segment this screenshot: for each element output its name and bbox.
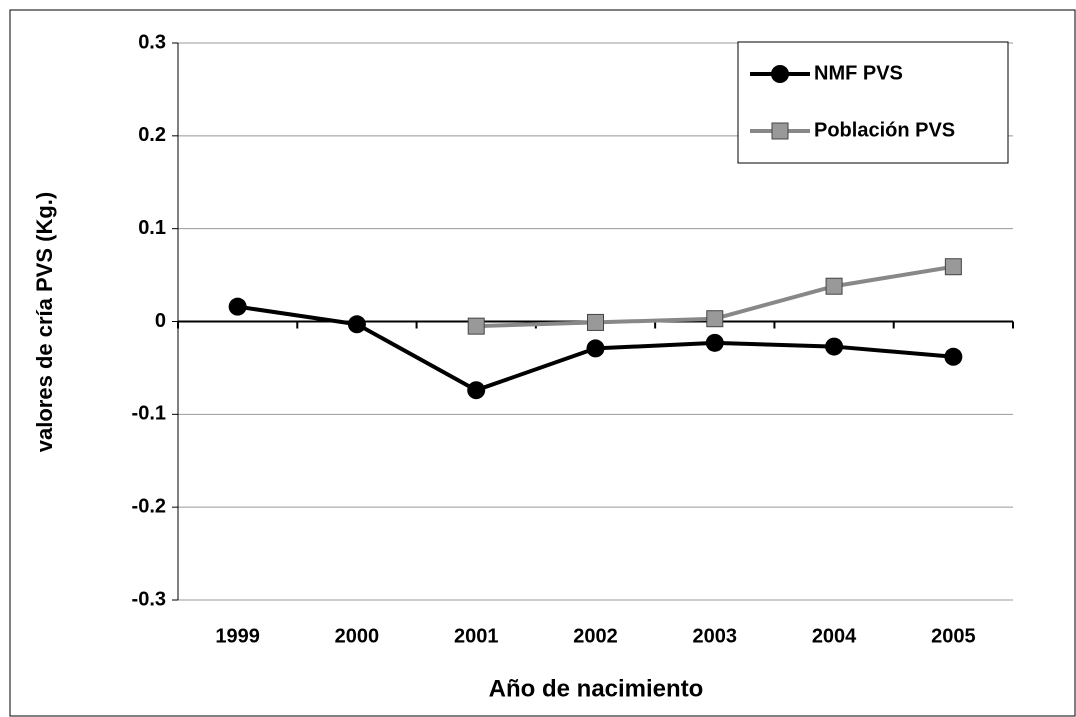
- y-tick-label: 0.3: [138, 31, 166, 53]
- data-point: [705, 333, 724, 352]
- x-tick-label: 2005: [931, 625, 976, 647]
- legend-marker: [771, 122, 789, 140]
- x-tick-label: 2004: [812, 625, 857, 647]
- y-tick-label: 0: [155, 310, 166, 332]
- x-tick-label: 2000: [335, 625, 380, 647]
- y-tick-label: -0.3: [132, 588, 166, 610]
- x-tick-label: 1999: [215, 625, 260, 647]
- data-point: [825, 277, 843, 295]
- y-tick-label: -0.2: [132, 495, 166, 517]
- data-point: [228, 297, 247, 316]
- data-point: [944, 258, 962, 276]
- data-point: [586, 339, 605, 358]
- y-tick-label: 0.1: [138, 217, 166, 239]
- data-point: [467, 317, 485, 335]
- y-axis-title: valores de cría PVS (Kg.): [32, 192, 57, 452]
- x-tick-label: 2001: [454, 625, 499, 647]
- data-point: [347, 315, 366, 334]
- data-point: [825, 337, 844, 356]
- x-tick-label: 2003: [693, 625, 738, 647]
- legend-label: NMF PVS: [814, 62, 903, 84]
- x-tick-label: 2002: [573, 625, 618, 647]
- x-axis-title: Año de nacimiento: [489, 675, 704, 702]
- data-point: [944, 347, 963, 366]
- y-tick-label: 0.2: [138, 124, 166, 146]
- legend-box: [737, 41, 1009, 164]
- y-tick-label: -0.1: [132, 403, 166, 425]
- data-point: [587, 313, 604, 331]
- legend-label: Población PVS: [814, 119, 955, 141]
- legend-marker: [771, 65, 789, 83]
- data-point: [467, 381, 486, 400]
- data-point: [706, 310, 724, 328]
